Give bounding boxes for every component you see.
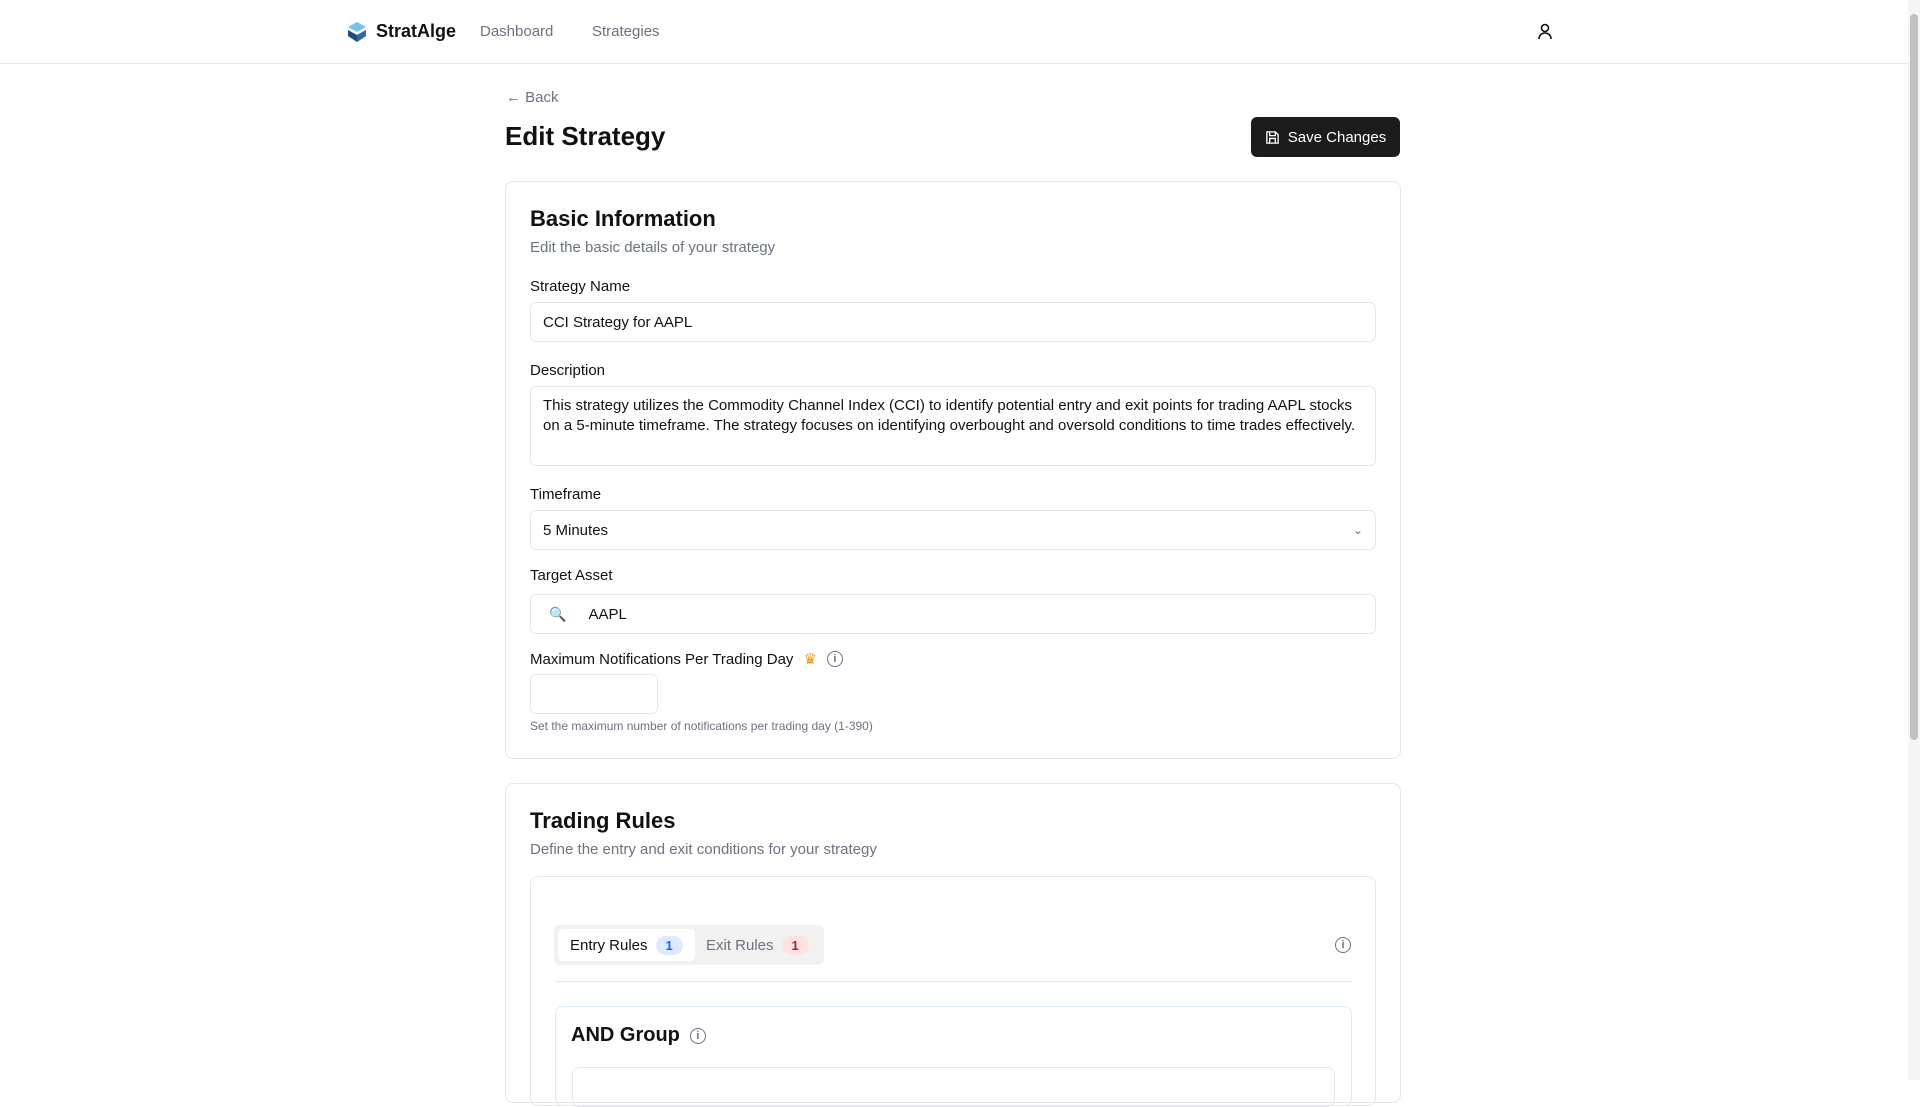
logo-icon	[348, 22, 366, 42]
max-notifications-label-row: Maximum Notifications Per Trading Day ♛ i	[530, 650, 843, 668]
and-group-title: AND Group	[571, 1024, 680, 1046]
scrollbar-thumb[interactable]	[1910, 14, 1918, 740]
basic-info-title: Basic Information	[530, 206, 716, 231]
search-icon: 🔍	[549, 605, 567, 622]
and-group-header: AND Group i	[571, 1024, 706, 1047]
info-icon[interactable]: i	[689, 1027, 706, 1044]
condition-box	[572, 1067, 1335, 1107]
tab-entry-rules[interactable]: Entry Rules 1	[558, 929, 695, 961]
arrow-left-icon: ←	[506, 89, 526, 106]
info-icon[interactable]: i	[826, 651, 843, 667]
timeframe-select[interactable]: 5 Minutes ⌄	[530, 510, 1376, 550]
page-title: Edit Strategy	[505, 121, 666, 151]
save-label: Save Changes	[1287, 128, 1387, 146]
tab-label: Entry Rules	[570, 936, 648, 954]
target-asset-label: Target Asset	[530, 567, 613, 584]
trading-rules-title: Trading Rules	[530, 808, 676, 833]
entry-count-badge: 1	[655, 935, 683, 955]
user-icon[interactable]	[1537, 22, 1553, 40]
trading-rules-subtitle: Define the entry and exit conditions for…	[530, 841, 877, 858]
description-label: Description	[530, 362, 606, 379]
strategy-name-input[interactable]: CCI Strategy for AAPL	[530, 302, 1376, 342]
info-icon[interactable]: i	[1335, 937, 1351, 953]
brand-name[interactable]: StratAlge	[376, 21, 457, 41]
rules-tabs: Entry Rules 1 Exit Rules 1	[554, 925, 824, 965]
exit-count-badge: 1	[781, 935, 809, 955]
max-notifications-input[interactable]	[530, 674, 658, 714]
target-asset-input[interactable]: 🔍 AAPL	[530, 594, 1376, 634]
timeframe-value: 5 Minutes	[543, 521, 609, 539]
strategy-name-label: Strategy Name	[530, 278, 631, 295]
nav-strategies[interactable]: Strategies	[592, 23, 660, 40]
tab-label: Exit Rules	[706, 936, 774, 954]
chevron-down-icon: ⌄	[1352, 523, 1363, 537]
save-icon	[1266, 130, 1279, 144]
tab-exit-rules[interactable]: Exit Rules 1	[694, 929, 821, 961]
back-label: Back	[525, 89, 559, 106]
save-changes-button[interactable]: Save Changes	[1251, 117, 1400, 157]
asset-value: AAPL	[588, 605, 627, 623]
back-link[interactable]: ← Back	[506, 89, 559, 106]
top-nav	[0, 0, 1908, 64]
nav-dashboard[interactable]: Dashboard	[480, 23, 554, 40]
crown-icon: ♛	[803, 651, 817, 668]
max-notifications-help: Set the maximum number of notifications …	[530, 719, 873, 733]
basic-info-subtitle: Edit the basic details of your strategy	[530, 239, 776, 256]
basic-info-card	[505, 181, 1401, 759]
timeframe-label: Timeframe	[530, 486, 602, 503]
max-notifications-label: Maximum Notifications Per Trading Day	[530, 650, 794, 668]
description-textarea[interactable]: This strategy utilizes the Commodity Cha…	[530, 386, 1376, 466]
divider	[555, 981, 1352, 982]
